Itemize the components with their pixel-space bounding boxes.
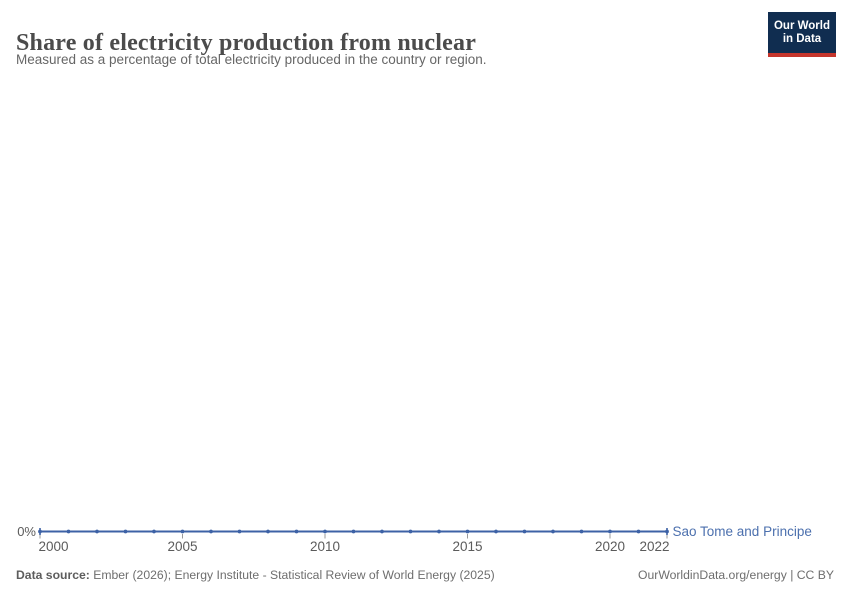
owid-logo-text: Our World in Data xyxy=(768,12,836,53)
data-point xyxy=(95,529,99,534)
y-axis-label: 0% xyxy=(17,524,36,539)
data-source-label: Data source: xyxy=(16,568,90,582)
owid-logo-line2: in Data xyxy=(782,32,822,45)
data-point xyxy=(351,529,356,534)
data-point xyxy=(579,529,584,534)
data-point xyxy=(465,529,470,534)
data-point xyxy=(294,529,299,534)
data-point xyxy=(494,529,498,534)
data-point xyxy=(380,529,384,534)
x-axis-label: 2022 xyxy=(639,539,669,554)
data-point xyxy=(636,529,641,534)
data-point xyxy=(266,529,270,534)
data-point xyxy=(522,529,527,534)
data-source-note: Data source: Ember (2026); Energy Instit… xyxy=(16,568,495,582)
data-point xyxy=(665,529,669,534)
data-point xyxy=(209,529,213,534)
data-point xyxy=(608,529,612,534)
x-axis-label: 2000 xyxy=(39,539,69,554)
data-point xyxy=(152,529,156,534)
owid-logo-red-stripe xyxy=(768,53,836,57)
x-axis-label: 2010 xyxy=(310,539,340,554)
data-point xyxy=(180,529,185,534)
x-axis-label: 2020 xyxy=(595,539,625,554)
series-entity-label[interactable]: Sao Tome and Principe xyxy=(673,524,812,539)
chart-subtitle: Measured as a percentage of total electr… xyxy=(16,52,487,67)
data-point xyxy=(408,529,413,534)
data-point xyxy=(66,529,71,534)
chart-title: Share of electricity production from nuc… xyxy=(16,30,477,57)
chart-footer: Data source: Ember (2026); Energy Instit… xyxy=(16,568,834,582)
data-point xyxy=(123,529,128,534)
data-point xyxy=(323,529,327,534)
data-source-text: Ember (2026); Energy Institute - Statist… xyxy=(89,568,495,582)
data-point xyxy=(437,529,441,534)
owid-logo[interactable]: Our World in Data xyxy=(768,12,836,57)
x-axis-label: 2015 xyxy=(452,539,482,554)
data-point xyxy=(551,529,555,534)
x-axis-label: 2005 xyxy=(167,539,197,554)
data-point xyxy=(38,529,42,534)
line-chart: 2000 2005 2010 2015 2020 2022 0% Sao Tome and P… xyxy=(17,524,812,554)
data-point xyxy=(237,529,242,534)
owid-credit-link[interactable]: OurWorldinData.org/energy | CC BY xyxy=(638,568,834,582)
owid-logo-line1: Our World xyxy=(773,19,830,32)
